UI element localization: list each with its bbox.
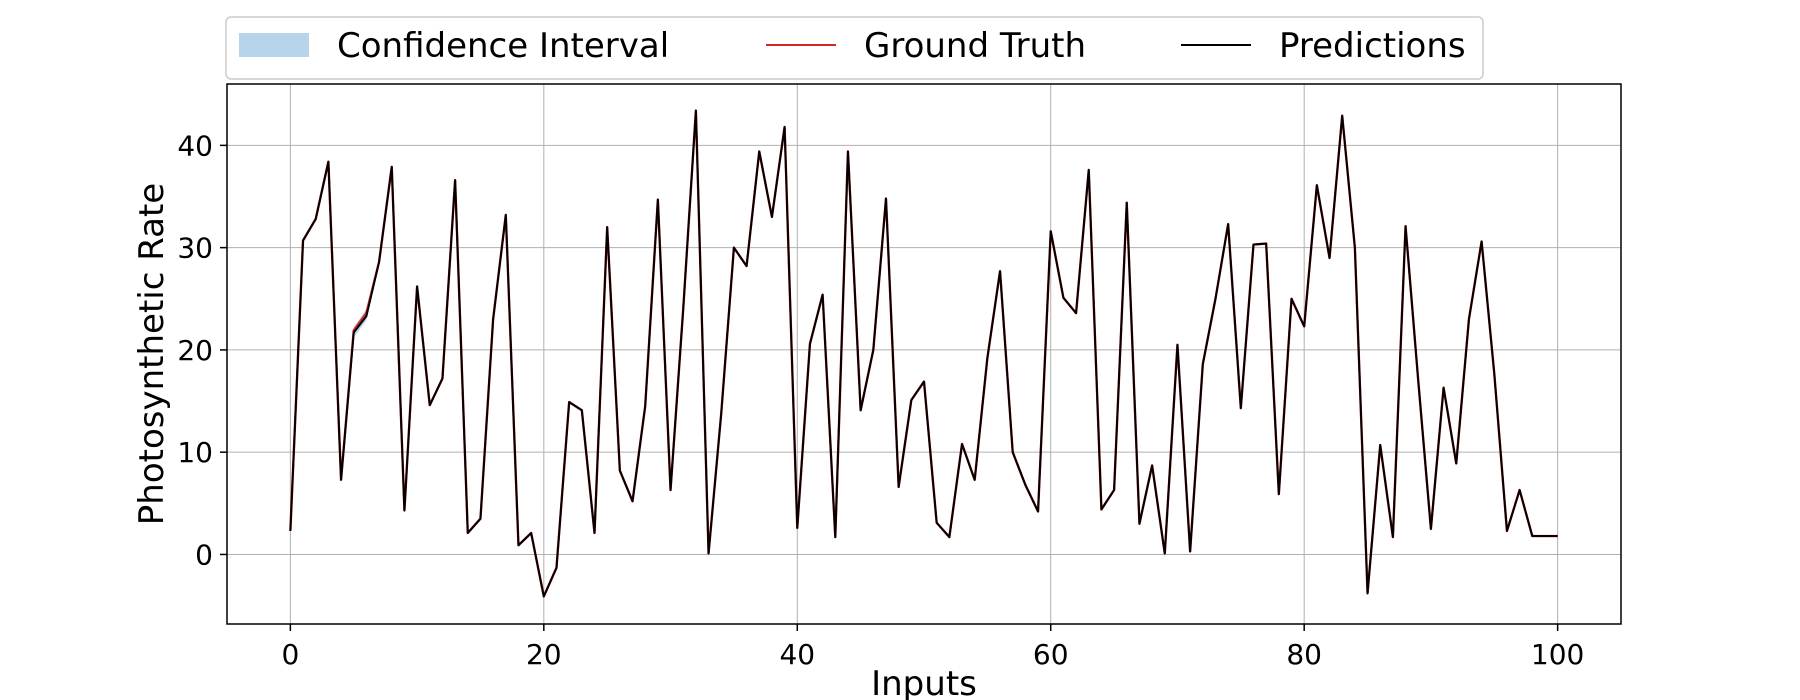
y-axis-label: Photosynthetic Rate (132, 183, 172, 525)
x-tick-label: 0 (281, 638, 299, 671)
legend-frame (225, 16, 1484, 80)
y-tick-label: 20 (177, 334, 213, 367)
plot-area: 0 20 40 60 80 100 0 10 20 30 40 (177, 83, 1622, 671)
grid-lines (227, 84, 1621, 624)
legend-label-confidence-interval: Confidence Interval (337, 26, 669, 66)
x-tick-label: 40 (779, 638, 815, 671)
x-tick-label: 80 (1286, 638, 1322, 671)
confidence-interval-legend-swatch (239, 33, 309, 57)
y-tick-label: 40 (177, 129, 213, 162)
y-axis-ticks: 0 10 20 30 40 (177, 129, 227, 571)
legend-label-predictions: Predictions (1279, 26, 1466, 66)
x-axis-ticks: 0 20 40 60 80 100 (281, 624, 1584, 671)
ground-truth-line (289, 109, 1558, 598)
confidence-interval-band (290, 110, 1558, 597)
plot-frame (226, 83, 1622, 625)
y-tick-label: 0 (195, 538, 213, 571)
x-tick-label: 100 (1531, 638, 1584, 671)
predictions-line (289, 109, 1558, 598)
y-tick-label: 30 (177, 232, 213, 265)
x-tick-label: 20 (526, 638, 562, 671)
y-tick-label: 10 (177, 436, 213, 469)
x-axis-label: Inputs (871, 664, 977, 700)
legend: Confidence Interval Ground Truth Predict… (225, 16, 1484, 80)
x-tick-label: 60 (1033, 638, 1069, 671)
legend-label-ground-truth: Ground Truth (864, 26, 1086, 66)
